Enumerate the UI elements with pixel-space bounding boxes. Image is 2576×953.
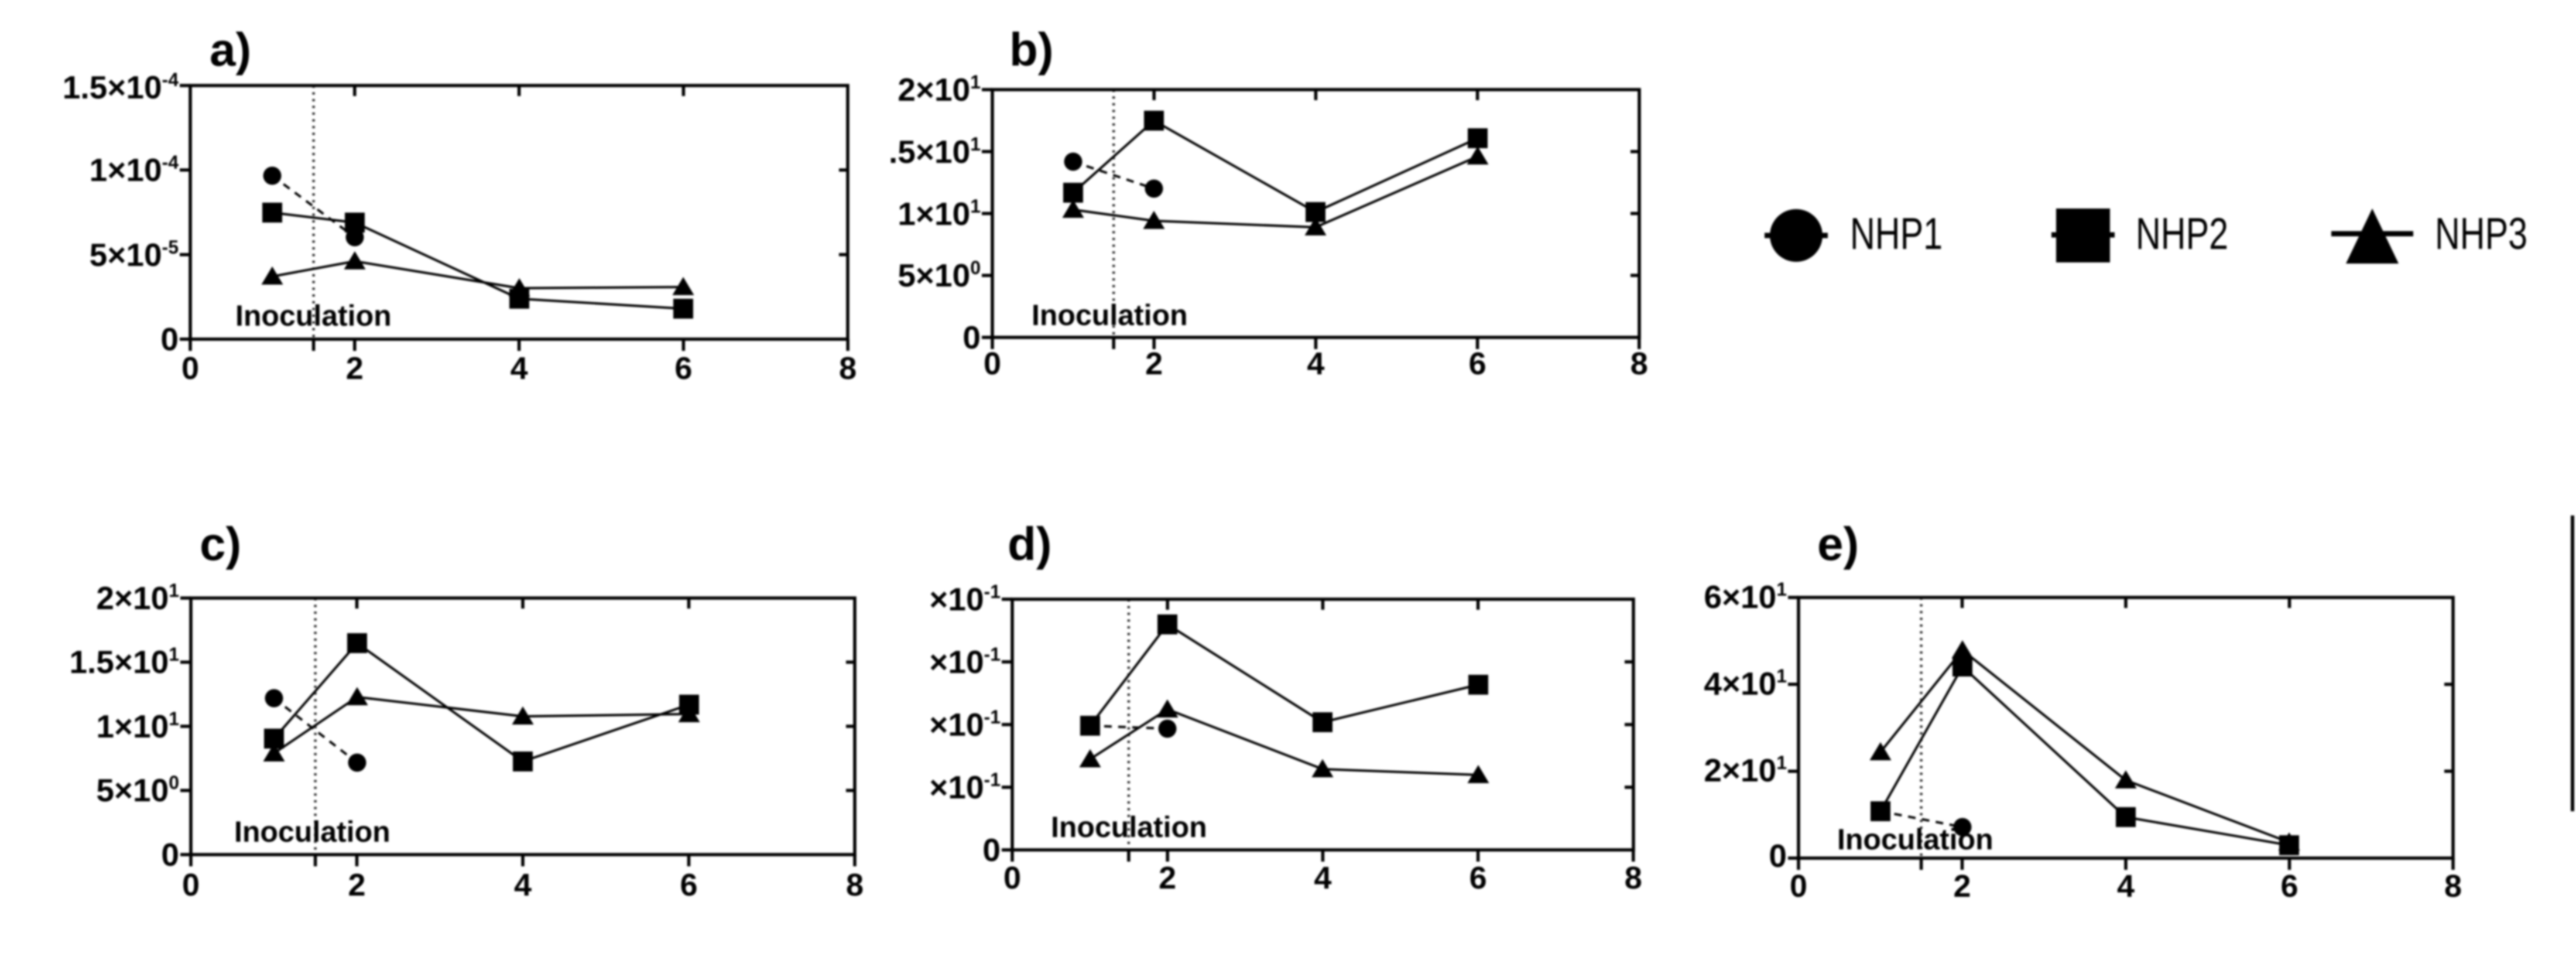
svg-text:2×101: 2×101 (1704, 752, 1787, 788)
svg-text:6: 6 (680, 867, 697, 903)
svg-text:4: 4 (1314, 860, 1331, 896)
svg-text:0: 0 (160, 321, 179, 357)
svg-text:6: 6 (674, 351, 692, 386)
svg-text:8: 8 (846, 867, 864, 903)
svg-text:.5×101: .5×101 (889, 134, 981, 170)
svg-text:NHP2: NHP2 (2136, 209, 2228, 259)
svg-text:0: 0 (1003, 860, 1021, 896)
svg-text:0: 0 (984, 346, 1001, 381)
svg-text:1.5×10-4: 1.5×10-4 (63, 69, 179, 105)
svg-text:2: 2 (1953, 869, 1971, 904)
svg-text:Inoculation: Inoculation (235, 299, 392, 332)
svg-text:0: 0 (982, 832, 1001, 868)
svg-text:×10-1: ×10-1 (929, 706, 1001, 743)
svg-text:d): d) (1008, 518, 1052, 570)
svg-text:4: 4 (511, 351, 528, 386)
svg-text:2: 2 (346, 351, 364, 386)
svg-text:6: 6 (2280, 869, 2298, 904)
svg-text:NHP1: NHP1 (1850, 209, 1943, 259)
svg-text:e): e) (1817, 518, 1859, 570)
svg-text:0: 0 (1769, 838, 1787, 874)
svg-text:1×101: 1×101 (898, 196, 981, 232)
svg-text:1.5×101: 1.5×101 (69, 644, 179, 680)
svg-text:2×101: 2×101 (898, 71, 981, 108)
svg-text:6: 6 (1469, 346, 1486, 381)
svg-text:8: 8 (1625, 860, 1642, 896)
svg-text:8: 8 (1630, 346, 1648, 381)
svg-text:Inoculation: Inoculation (1051, 811, 1207, 843)
svg-text:4×101: 4×101 (1704, 665, 1787, 702)
svg-text:Inoculation: Inoculation (1032, 299, 1188, 332)
svg-text:NHP3: NHP3 (2435, 209, 2527, 259)
svg-text:0: 0 (182, 867, 200, 903)
svg-text:0: 0 (181, 351, 199, 386)
svg-text:8: 8 (2444, 869, 2462, 904)
svg-text:0: 0 (161, 836, 179, 873)
svg-text:2×101: 2×101 (96, 580, 179, 616)
svg-text:Inoculation: Inoculation (1837, 823, 1993, 856)
svg-text:c): c) (200, 518, 241, 570)
svg-text:4: 4 (514, 867, 532, 903)
svg-text:6: 6 (1469, 860, 1487, 896)
svg-text:2: 2 (1159, 860, 1176, 896)
svg-text:b): b) (1009, 23, 1054, 76)
svg-text:a): a) (210, 23, 251, 76)
svg-text:2: 2 (348, 867, 365, 903)
svg-text:2: 2 (1145, 346, 1163, 381)
svg-text:5×100: 5×100 (898, 257, 981, 293)
svg-text:4: 4 (1307, 346, 1324, 381)
svg-text:5×100: 5×100 (96, 772, 179, 808)
svg-text:Inoculation: Inoculation (234, 815, 390, 848)
svg-text:8: 8 (839, 351, 857, 386)
svg-text:6×101: 6×101 (1704, 579, 1787, 615)
svg-text:4: 4 (2117, 869, 2135, 904)
svg-text:0: 0 (962, 319, 981, 356)
svg-text:0: 0 (1790, 869, 1807, 904)
svg-text:1×101: 1×101 (96, 708, 179, 744)
